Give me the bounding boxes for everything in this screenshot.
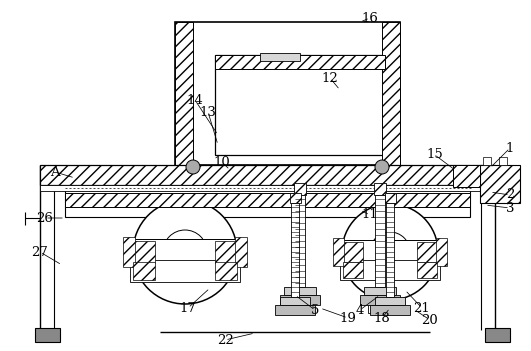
Bar	[483, 157, 491, 165]
Bar	[65, 185, 470, 217]
Bar	[368, 305, 392, 313]
Bar	[386, 203, 394, 297]
Text: 20: 20	[422, 313, 439, 326]
Bar	[133, 241, 155, 263]
Bar	[291, 203, 299, 297]
Bar	[417, 262, 437, 278]
Text: 4: 4	[356, 304, 364, 317]
Bar	[133, 262, 155, 280]
Bar	[340, 260, 440, 280]
Text: 16: 16	[362, 12, 379, 25]
Circle shape	[342, 204, 438, 300]
Text: 27: 27	[31, 245, 48, 258]
Text: 19: 19	[339, 311, 356, 325]
Bar	[130, 260, 240, 282]
Bar	[235, 237, 247, 267]
Bar	[436, 238, 447, 266]
Bar	[288, 305, 312, 313]
Bar	[40, 185, 495, 191]
Circle shape	[163, 230, 207, 274]
Text: 11: 11	[362, 208, 379, 221]
Bar	[215, 241, 237, 263]
Bar	[260, 53, 300, 61]
Bar	[65, 193, 470, 207]
Bar	[294, 183, 306, 195]
Text: 12: 12	[322, 72, 338, 85]
Text: 21: 21	[414, 302, 430, 314]
Bar	[175, 22, 193, 165]
Bar	[340, 240, 440, 264]
Bar	[360, 295, 400, 305]
Bar	[417, 242, 437, 262]
Bar	[370, 305, 410, 315]
Bar	[290, 193, 301, 203]
Bar	[343, 262, 363, 278]
Bar	[40, 165, 495, 185]
Bar	[499, 157, 507, 165]
Bar	[123, 237, 135, 267]
Circle shape	[186, 160, 200, 174]
Bar	[215, 55, 385, 69]
Bar	[284, 287, 316, 295]
Text: 3: 3	[506, 201, 514, 214]
Bar	[364, 287, 396, 295]
Text: 10: 10	[213, 155, 230, 168]
Bar	[215, 262, 237, 280]
Bar	[130, 239, 240, 265]
Bar	[295, 195, 305, 287]
Text: 22: 22	[217, 333, 234, 346]
Text: 18: 18	[374, 311, 390, 325]
Bar	[374, 183, 386, 195]
Circle shape	[133, 200, 237, 304]
Circle shape	[375, 160, 389, 174]
Text: A: A	[50, 166, 60, 179]
Bar	[215, 55, 385, 155]
Bar	[375, 297, 405, 305]
Circle shape	[370, 232, 410, 272]
Text: 26: 26	[37, 212, 54, 225]
Bar	[485, 328, 510, 342]
Bar	[333, 238, 344, 266]
Bar	[175, 22, 400, 165]
Text: 13: 13	[200, 106, 217, 119]
Text: 2: 2	[506, 188, 514, 201]
Bar	[453, 165, 480, 187]
Text: 14: 14	[186, 93, 203, 106]
Bar	[35, 328, 60, 342]
Bar	[275, 305, 315, 315]
Bar	[480, 165, 520, 203]
Text: 5: 5	[311, 304, 319, 317]
Bar	[382, 22, 400, 165]
Bar	[343, 242, 363, 262]
Bar	[385, 193, 396, 203]
Text: 15: 15	[426, 148, 443, 161]
Bar	[280, 297, 310, 305]
Text: 17: 17	[179, 302, 196, 314]
Bar	[375, 195, 385, 287]
Text: 1: 1	[506, 141, 514, 154]
Bar	[280, 295, 320, 305]
